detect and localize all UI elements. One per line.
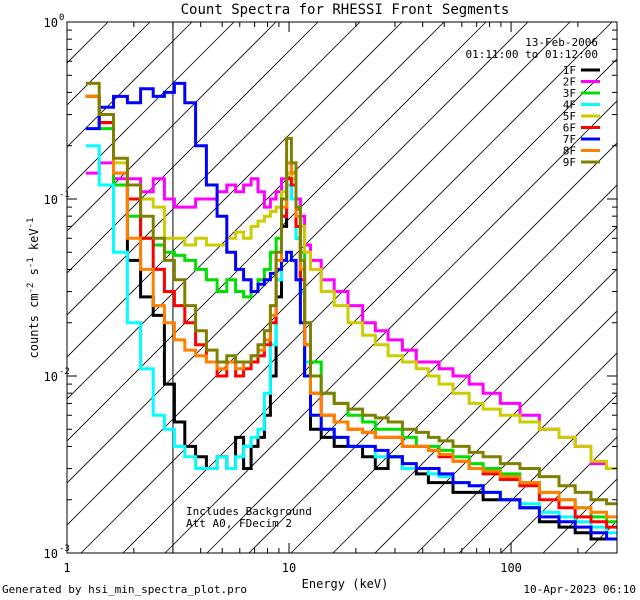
x-tick-label: 10	[282, 561, 296, 575]
legend-label-6F: 6F	[563, 122, 576, 135]
hatch-line	[67, 22, 277, 232]
series-line-9F	[85, 81, 617, 506]
legend-label-5F: 5F	[563, 110, 576, 123]
hatch-line	[164, 100, 617, 553]
hatch-line	[67, 22, 529, 484]
hatch-line	[458, 394, 617, 553]
x-tick-label: 100	[500, 561, 522, 575]
y-tick-exponent: -1	[59, 190, 70, 200]
legend-label-1F: 1F	[563, 64, 576, 77]
series-line-6F	[85, 94, 617, 529]
hatch-line	[122, 58, 617, 553]
hatch-line	[584, 520, 617, 553]
legend-label-3F: 3F	[563, 87, 576, 100]
observation-time-range: 01:11:00 to 01:12:00	[466, 48, 598, 61]
legend-label-2F: 2F	[563, 76, 576, 89]
hatch-line	[67, 22, 319, 274]
hatch-line	[67, 22, 235, 190]
x-tick-labels: 1 10 100	[63, 561, 522, 575]
y-tick-exponent: -3	[59, 544, 70, 554]
generated-by-footer: Generated by hsi_min_spectra_plot.pro	[2, 583, 248, 596]
x-tick-label: 1	[63, 561, 70, 575]
hatch-line	[67, 22, 361, 316]
hatch-line	[67, 22, 403, 358]
hatch-line	[80, 22, 613, 553]
hatch-line	[627, 22, 640, 553]
legend-label-7F: 7F	[563, 133, 576, 146]
y-tick-label: 10	[44, 370, 58, 384]
annotation-background: Includes Background	[186, 505, 312, 518]
hatch-line	[374, 310, 617, 553]
legend-label-9F: 9F	[563, 156, 576, 169]
chart-title: Count Spectra for RHESSI Front Segments	[181, 2, 510, 18]
y-tick-exponent: -2	[59, 367, 70, 377]
y-tick-label: 10	[44, 193, 58, 207]
hatch-line	[248, 184, 617, 553]
hatch-line	[332, 268, 617, 553]
hatch-line	[290, 226, 617, 553]
series-line-5F	[85, 94, 617, 470]
hatch-line	[542, 478, 617, 553]
hatch-line	[67, 22, 445, 400]
plot-frame	[66, 21, 618, 554]
hatch-line	[67, 22, 193, 148]
legend-label-8F: 8F	[563, 145, 576, 158]
series-layer	[85, 81, 617, 541]
series-line-7F	[85, 81, 617, 541]
annotation-attenuator: Att A0, FDecim 2	[186, 517, 292, 530]
legend-label-4F: 4F	[563, 99, 576, 112]
x-axis-label: Energy (keV)	[302, 577, 389, 591]
axis-ticks	[66, 21, 618, 554]
y-axis-label: counts cm-2 s-1 keV-1	[26, 218, 41, 359]
y-tick-label: 10	[44, 16, 58, 30]
series-line-3F	[85, 94, 617, 524]
observation-date: 13-Feb-2006	[525, 36, 598, 49]
y-tick-label: 10	[44, 547, 58, 561]
generated-date-footer: 10-Apr-2023 06:10	[523, 583, 636, 596]
y-tick-exponent: 0	[59, 13, 64, 23]
hatch-line	[67, 22, 109, 64]
hatch-line	[0, 22, 24, 553]
hatch-line	[206, 142, 617, 553]
hatch-line	[67, 22, 487, 442]
